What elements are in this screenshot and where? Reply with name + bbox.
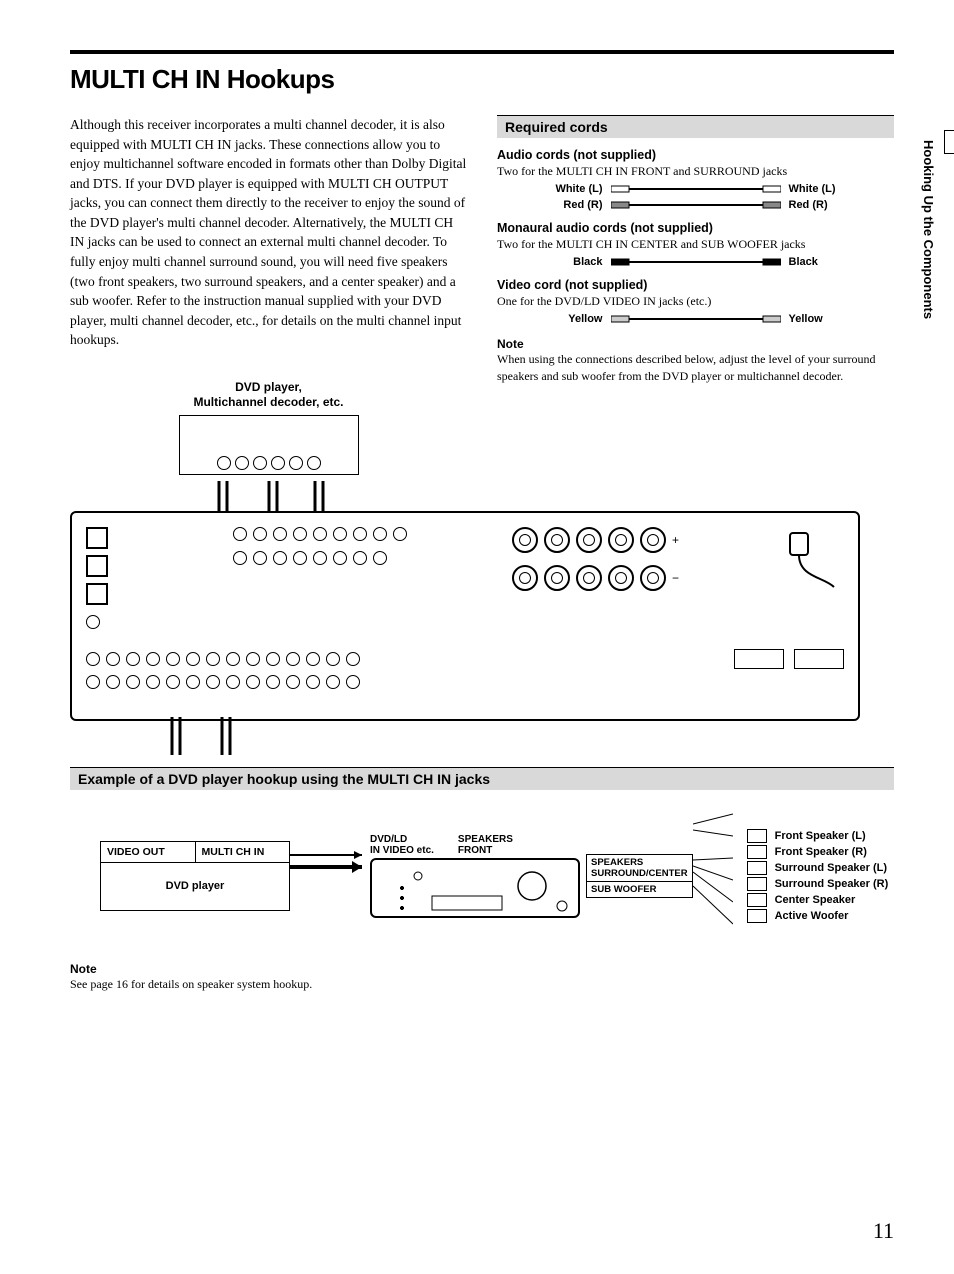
decoder-illustration: DVD player, Multichannel decoder, etc. (70, 380, 467, 511)
front-speaker-l: Front Speaker (L) (775, 830, 866, 842)
bottom-note-head: Note (70, 962, 894, 976)
surround-speaker-l: Surround Speaker (L) (775, 862, 887, 874)
cable-icon (611, 313, 781, 325)
dvdld-label: DVD/LD IN VIDEO etc. (370, 834, 434, 856)
sub-woofer-port-label: SUB WOOFER (586, 882, 693, 898)
audio-cord-white: White (L) White (L) (497, 183, 894, 195)
connector-arrows-icon (290, 841, 370, 911)
rear-panel-diagram: + − (70, 511, 860, 721)
front-speaker-r: Front Speaker (R) (775, 846, 867, 858)
bottom-note-body: See page 16 for details on speaker syste… (70, 976, 894, 993)
speaker-list: Front Speaker (L) Front Speaker (R) Surr… (747, 827, 889, 925)
video-cord-yellow: Yellow Yellow (497, 313, 894, 325)
video-cord-desc: One for the DVD/LD VIDEO IN jacks (etc.) (497, 294, 894, 309)
center-speaker: Center Speaker (775, 894, 856, 906)
speakers-surround-label: SPEAKERS SURROUND/CENTER (586, 854, 693, 882)
cable-icon (611, 256, 781, 268)
section-side-label: Hooking Up the Components (921, 140, 936, 319)
video-out-label: VIDEO OUT (101, 842, 196, 862)
decoder-label: DVD player, Multichannel decoder, etc. (70, 380, 467, 411)
two-column-layout: Although this receiver incorporates a mu… (70, 115, 894, 511)
example-heading: Example of a DVD player hookup using the… (70, 767, 894, 790)
surround-speaker-r: Surround Speaker (R) (775, 878, 889, 890)
audio-cords-head: Audio cords (not supplied) (497, 148, 894, 162)
decoder-wire-icon (179, 481, 359, 511)
speaker-fanout-icon (693, 806, 733, 946)
dvd-player-label: DVD player (101, 863, 289, 910)
mono-cord-black: Black Black (497, 256, 894, 268)
active-woofer: Active Woofer (775, 910, 849, 922)
required-cords-heading: Required cords (497, 115, 894, 138)
cable-icon (611, 199, 781, 211)
required-note-body: When using the connections described bel… (497, 351, 894, 385)
audio-cord-red: Red (R) Red (R) (497, 199, 894, 211)
speakers-front-label: SPEAKERS FRONT (458, 834, 513, 856)
multi-ch-in-label: MULTI CH IN (196, 842, 290, 862)
mono-cords-desc: Two for the MULTI CH IN CENTER and SUB W… (497, 237, 894, 252)
decoder-box (179, 415, 359, 475)
hookup-block-diagram: VIDEO OUT MULTI CH IN DVD player DVD/LD … (70, 806, 894, 946)
top-rule (70, 50, 894, 54)
receiver-block (370, 858, 580, 918)
dvd-player-block: VIDEO OUT MULTI CH IN DVD player (100, 841, 290, 911)
side-tab (944, 130, 954, 154)
page-number: 11 (873, 1218, 894, 1244)
cable-icon (611, 183, 781, 195)
intro-paragraph: Although this receiver incorporates a mu… (70, 115, 467, 350)
video-cord-head: Video cord (not supplied) (497, 278, 894, 292)
audio-cords-desc: Two for the MULTI CH IN FRONT and SURROU… (497, 164, 894, 179)
required-note-head: Note (497, 337, 894, 351)
cable-drop-icon (132, 717, 332, 757)
mono-cords-head: Monaural audio cords (not supplied) (497, 221, 894, 235)
power-cord-icon (784, 527, 844, 607)
page-title: MULTI CH IN Hookups (70, 64, 894, 95)
